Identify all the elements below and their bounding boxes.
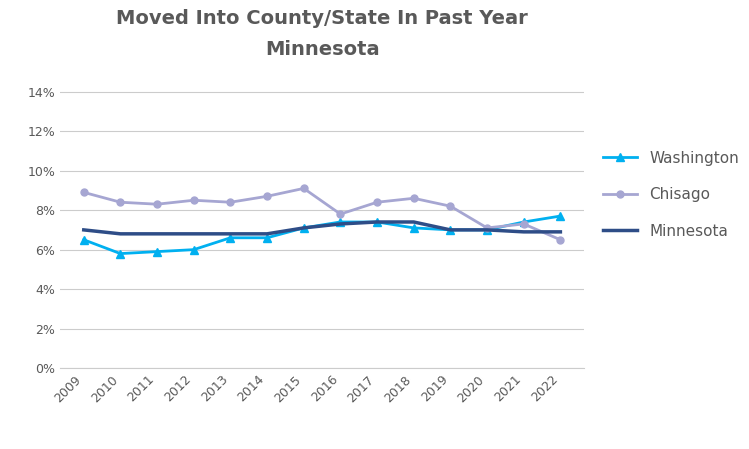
Line: Chisago: Chisago xyxy=(80,185,564,243)
Chisago xyxy=(263,194,272,199)
Minnesota xyxy=(79,227,88,233)
Minnesota xyxy=(226,231,235,237)
Washington xyxy=(116,251,125,256)
Title: Moved Into County/State In Past Year
Minnesota: Moved Into County/State In Past Year Min… xyxy=(116,9,528,59)
Washington xyxy=(189,247,198,252)
Minnesota xyxy=(482,227,491,233)
Minnesota xyxy=(189,231,198,237)
Minnesota xyxy=(556,229,565,234)
Washington xyxy=(226,235,235,241)
Washington xyxy=(446,227,455,233)
Chisago xyxy=(409,196,418,201)
Chisago xyxy=(482,225,491,231)
Minnesota xyxy=(409,219,418,224)
Washington xyxy=(300,225,309,231)
Minnesota xyxy=(519,229,528,234)
Washington xyxy=(153,249,162,254)
Chisago xyxy=(189,198,198,203)
Washington xyxy=(336,219,345,224)
Chisago xyxy=(519,221,528,227)
Minnesota xyxy=(336,221,345,227)
Chisago xyxy=(300,186,309,191)
Legend: Washington, Chisago, Minnesota: Washington, Chisago, Minnesota xyxy=(597,145,745,245)
Chisago xyxy=(336,211,345,217)
Washington xyxy=(556,213,565,219)
Washington xyxy=(519,219,528,224)
Washington xyxy=(482,227,491,233)
Minnesota xyxy=(372,219,381,224)
Minnesota xyxy=(300,225,309,231)
Chisago xyxy=(446,203,455,209)
Line: Washington: Washington xyxy=(79,212,565,258)
Chisago xyxy=(153,202,162,207)
Minnesota xyxy=(446,227,455,233)
Line: Minnesota: Minnesota xyxy=(84,222,560,234)
Washington xyxy=(409,225,418,231)
Chisago xyxy=(372,199,381,205)
Minnesota xyxy=(116,231,125,237)
Washington xyxy=(372,219,381,224)
Chisago xyxy=(226,199,235,205)
Chisago xyxy=(116,199,125,205)
Washington xyxy=(263,235,272,241)
Chisago xyxy=(556,237,565,242)
Minnesota xyxy=(263,231,272,237)
Chisago xyxy=(79,189,88,195)
Washington xyxy=(79,237,88,242)
Minnesota xyxy=(153,231,162,237)
